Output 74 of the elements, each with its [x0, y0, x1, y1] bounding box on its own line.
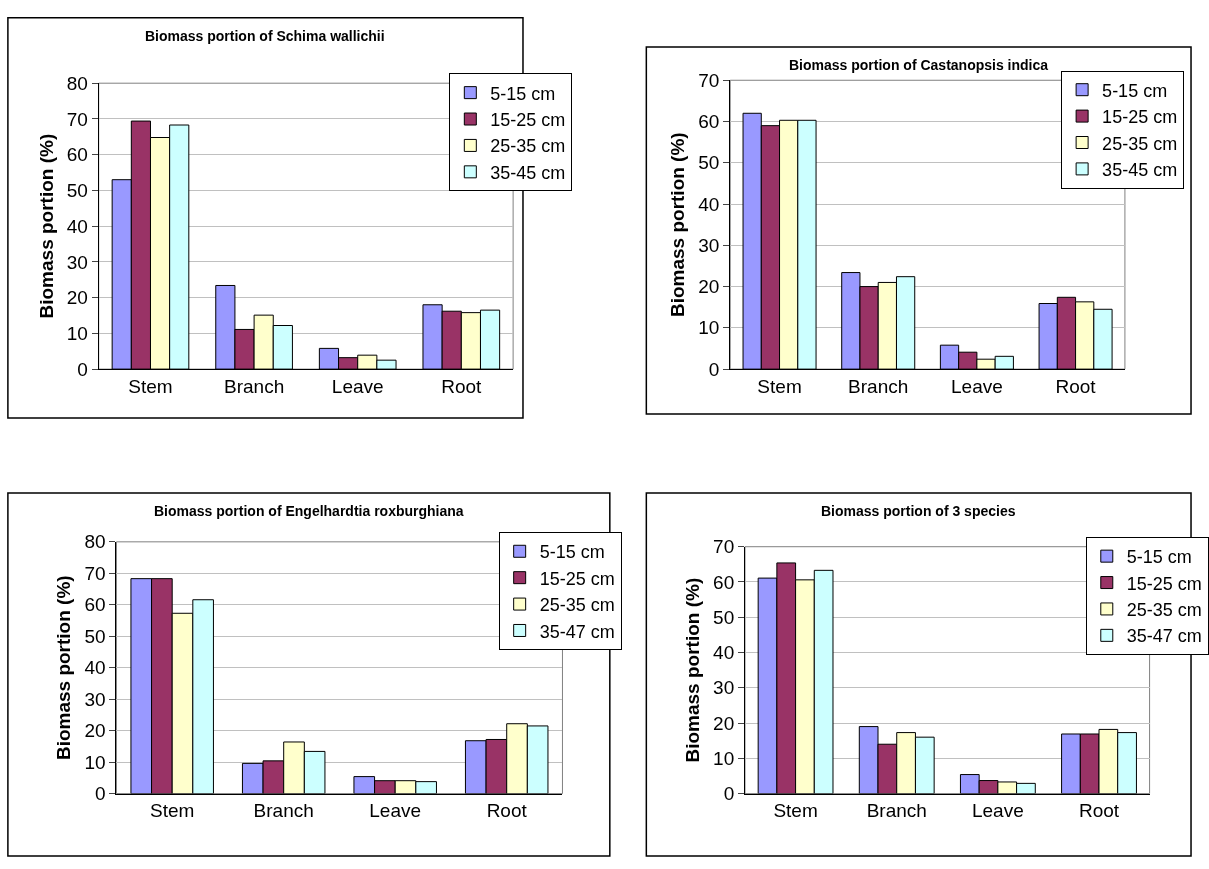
legend-label: 5-15 cm: [1102, 80, 1168, 101]
y-tick-label: 30: [84, 688, 106, 710]
y-tick-label: 20: [698, 276, 720, 298]
y-tick-label: 60: [84, 594, 106, 616]
y-tick-label: 0: [77, 358, 88, 380]
y-tick-label: 50: [66, 180, 88, 202]
x-tick-label: Stem: [757, 375, 802, 397]
x-tick-label: Leave: [369, 800, 422, 822]
legend-label: 35-45 cm: [490, 162, 566, 183]
y-tick-label: 10: [713, 747, 735, 769]
x-tick-label: Leave: [971, 800, 1024, 822]
y-tick-label: 70: [66, 108, 88, 130]
y-tick-label: 60: [66, 144, 88, 166]
y-tick-label: 10: [84, 751, 106, 773]
y-tick-label: 0: [95, 783, 106, 805]
legend-label: 5-15 cm: [1126, 547, 1192, 568]
legend-label: 25-35 cm: [490, 136, 566, 157]
x-tick-label: Root: [441, 375, 483, 397]
y-axis-title: Biomass portion (%): [53, 575, 75, 761]
legend-label: 25-35 cm: [1102, 133, 1178, 154]
x-tick-label: Stem: [150, 800, 195, 822]
legend-label: 15-25 cm: [539, 568, 615, 589]
chart-title: Biomass portion of Schima wallichii: [145, 28, 385, 44]
y-tick-label: 20: [713, 712, 735, 734]
legend-label: 35-45 cm: [1102, 159, 1178, 180]
x-tick-label: Root: [1078, 800, 1120, 822]
chart-title: Biomass portion of Castanopsis indica: [789, 57, 1049, 73]
y-tick-label: 20: [84, 720, 106, 742]
y-axis-title: Biomass portion (%): [35, 133, 57, 319]
y-tick-label: 50: [84, 625, 106, 647]
legend-label: 5-15 cm: [539, 542, 605, 563]
legend-label: 15-25 cm: [1102, 107, 1178, 128]
y-tick-label: 70: [84, 562, 106, 584]
x-tick-label: Branch: [866, 800, 927, 822]
y-tick-label: 30: [713, 677, 735, 699]
x-tick-label: Branch: [848, 375, 909, 397]
chart-title: Biomass portion of Engelhardtia roxburghiana: [154, 503, 464, 519]
y-tick-label: 80: [66, 72, 88, 94]
y-tick-label: 40: [713, 642, 735, 664]
legend-label: 15-25 cm: [1126, 573, 1202, 594]
x-tick-label: Branch: [253, 800, 314, 822]
y-tick-label: 60: [713, 571, 735, 593]
legend-label: 35-47 cm: [539, 621, 615, 642]
legend-label: 25-35 cm: [1126, 599, 1202, 620]
y-tick-label: 70: [713, 536, 735, 558]
y-tick-label: 10: [66, 323, 88, 345]
y-tick-label: 10: [698, 317, 720, 339]
legend-label: 5-15 cm: [490, 83, 556, 104]
y-tick-label: 60: [698, 111, 720, 133]
y-axis-title: Biomass portion (%): [681, 577, 703, 763]
y-tick-label: 40: [84, 657, 106, 679]
y-tick-label: 50: [698, 152, 720, 174]
x-tick-label: Stem: [128, 375, 173, 397]
y-tick-label: 40: [66, 215, 88, 237]
y-tick-label: 0: [708, 358, 720, 380]
y-tick-label: 40: [698, 193, 720, 215]
x-tick-label: Leave: [331, 375, 384, 397]
y-axis-title: Biomass portion (%): [667, 132, 689, 318]
chart-title: Biomass portion of 3 species: [821, 503, 1016, 519]
y-tick-label: 0: [723, 783, 735, 805]
y-tick-label: 20: [66, 287, 88, 309]
x-tick-label: Root: [486, 800, 528, 822]
y-tick-label: 80: [84, 531, 106, 553]
legend-label: 15-25 cm: [490, 110, 566, 131]
y-tick-label: 30: [698, 234, 720, 256]
x-tick-label: Branch: [224, 375, 285, 397]
x-tick-label: Leave: [951, 375, 1003, 397]
x-tick-label: Stem: [773, 800, 818, 822]
x-tick-label: Root: [1055, 375, 1097, 397]
y-tick-label: 70: [698, 69, 720, 91]
legend-label: 25-35 cm: [539, 595, 615, 616]
legend-label: 35-47 cm: [1126, 626, 1202, 647]
y-tick-label: 30: [66, 251, 88, 273]
y-tick-label: 50: [713, 606, 735, 628]
